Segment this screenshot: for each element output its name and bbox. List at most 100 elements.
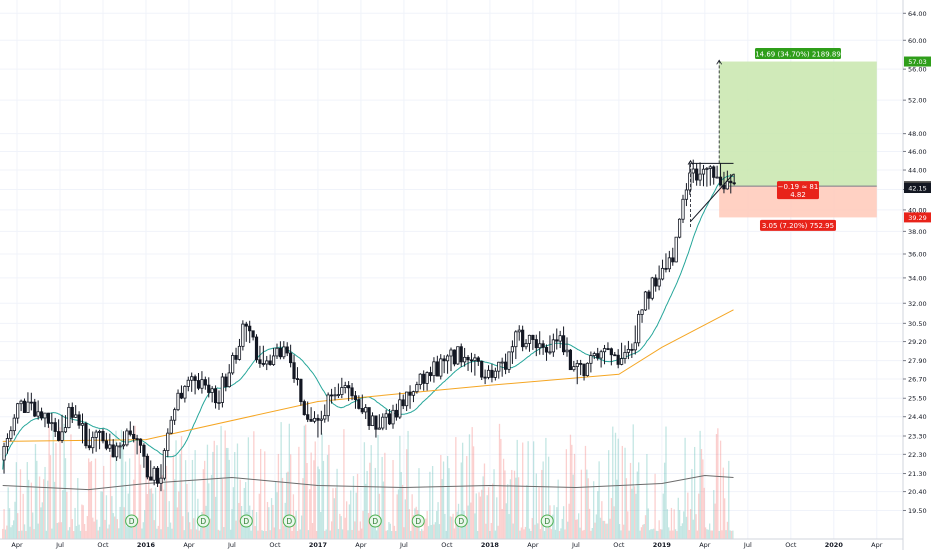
volume-bar <box>688 529 690 539</box>
candle-body <box>316 417 320 421</box>
candle-body <box>360 408 364 413</box>
candle-body <box>190 376 194 381</box>
volume-bar <box>519 530 521 539</box>
volume-bar <box>403 527 405 539</box>
y-tick-label: 25.50 <box>908 395 927 403</box>
volume-bar <box>658 520 660 539</box>
volume-bar <box>681 523 684 539</box>
candle-body <box>176 392 180 411</box>
volume-bar <box>14 501 16 539</box>
candle-body <box>244 323 248 327</box>
x-tick-label: Oct <box>269 541 281 549</box>
volume-bar <box>575 519 577 539</box>
volume-bar <box>93 521 95 539</box>
volume-bar <box>565 449 568 539</box>
volume-bar <box>134 425 136 539</box>
candle-body <box>299 378 303 402</box>
candle-body <box>94 431 98 438</box>
volume-bar <box>97 530 99 539</box>
volume-bar <box>531 518 533 539</box>
volume-bar <box>347 530 349 539</box>
x-tick-label: 2019 <box>653 541 672 549</box>
volume-bar <box>419 530 421 539</box>
volume-bar <box>426 510 428 539</box>
candle-body <box>493 370 497 378</box>
candle-body <box>186 379 190 387</box>
y-tick-label: 29.20 <box>908 338 927 346</box>
volume-bar <box>161 475 164 539</box>
volume-bar <box>193 518 195 539</box>
candle-body <box>118 445 122 448</box>
volume-bar <box>638 462 640 539</box>
volume-bar <box>644 515 647 539</box>
volume-bar <box>553 505 555 539</box>
candle-body <box>57 431 61 441</box>
position-tool[interactable] <box>719 61 877 218</box>
candle-body <box>84 423 88 447</box>
candle-body <box>715 176 719 179</box>
candle-body <box>558 335 562 342</box>
candle-body <box>173 409 177 421</box>
volume-bar <box>732 530 734 539</box>
volume-bar <box>187 512 189 539</box>
candle-body <box>510 346 515 353</box>
candle-body <box>278 347 282 358</box>
volume-bar <box>78 524 80 539</box>
volume-bar <box>706 529 708 539</box>
volume-bar <box>171 528 173 539</box>
candle-body <box>469 359 474 362</box>
candle-body <box>667 257 671 270</box>
candle-body <box>428 372 433 377</box>
candle-body <box>271 355 276 365</box>
volume-bar <box>62 490 64 539</box>
volume-bar <box>79 530 82 539</box>
candle-body <box>538 343 542 349</box>
volume-bar <box>30 482 33 539</box>
candle-body <box>333 394 337 397</box>
candle-body <box>353 395 358 401</box>
volume-bar <box>339 513 341 539</box>
volume-bar <box>725 530 727 539</box>
volume-bar <box>167 526 169 539</box>
volume-bar <box>231 509 233 539</box>
candle-body <box>234 355 238 360</box>
volume-bar <box>150 488 153 539</box>
volume-bar <box>59 427 61 539</box>
volume-bar <box>336 468 338 539</box>
volume-bar <box>142 522 144 539</box>
volume-bar <box>546 528 548 539</box>
volume-bar <box>219 530 221 539</box>
volume-bar <box>486 495 488 539</box>
volume-bar <box>303 425 305 539</box>
candle-body <box>210 388 214 393</box>
volume-bar <box>673 509 675 539</box>
volume-bar <box>108 524 110 539</box>
y-tick-label: 21.30 <box>908 470 927 478</box>
volume-bar <box>386 530 389 539</box>
volume-bar <box>58 522 60 539</box>
volume-bar <box>305 424 307 539</box>
volume-bar <box>500 438 502 539</box>
candle-body <box>289 352 293 364</box>
volume-bar <box>198 530 200 539</box>
candle-body <box>12 417 16 432</box>
volume-bar <box>120 429 123 539</box>
volume-bar <box>287 471 289 539</box>
dividend-marker <box>282 514 296 528</box>
volume-bar <box>538 487 540 539</box>
volume-bar <box>584 445 587 539</box>
candle-body <box>708 166 712 169</box>
volume-bar <box>317 466 319 539</box>
candle-body <box>456 346 460 365</box>
volume-bar <box>642 524 644 539</box>
volume-bar <box>668 527 670 539</box>
volume-bar <box>557 479 559 539</box>
volume-bar <box>466 456 468 539</box>
candle-body <box>9 430 13 439</box>
volume-bar <box>602 520 604 539</box>
volume-bar <box>728 460 730 539</box>
volume-bar <box>511 469 513 539</box>
candle-body <box>647 291 651 299</box>
candle-body <box>261 363 265 365</box>
